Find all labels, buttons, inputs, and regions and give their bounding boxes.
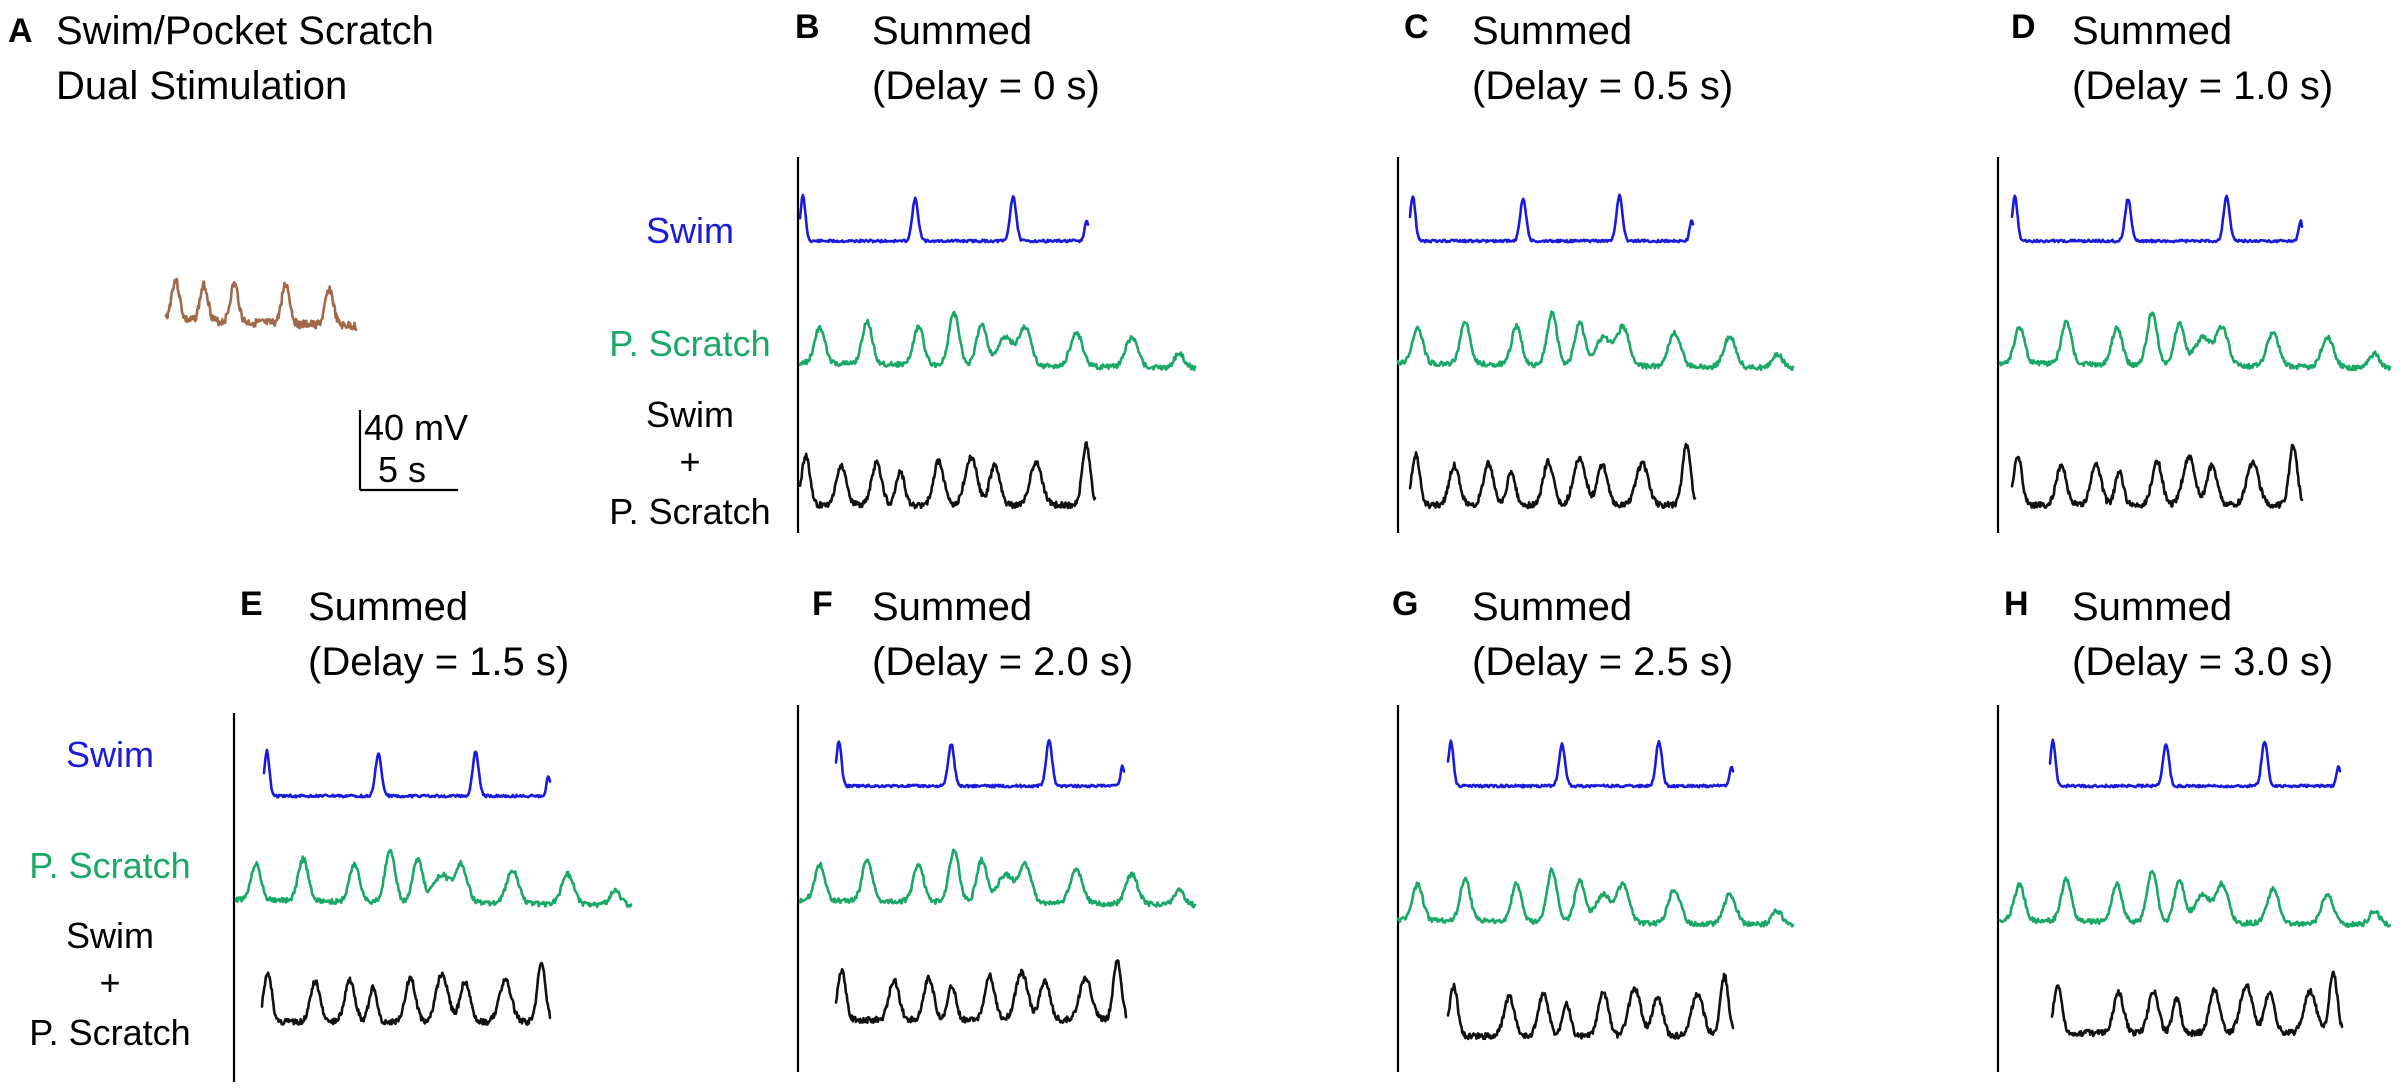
panel-e: E Summed (Delay = 1.5 s)	[232, 585, 633, 1082]
panel-d: D Summed (Delay = 1.0 s)	[1996, 8, 2392, 533]
panel-title-line2: (Delay = 3.0 s)	[2072, 640, 2333, 684]
swim-trace	[834, 738, 1126, 789]
panel-title-line2: (Delay = 1.0 s)	[2072, 64, 2333, 108]
scratch-trace	[1998, 311, 2392, 372]
scratch-label: P. Scratch	[29, 845, 190, 886]
panel-letter: H	[2004, 585, 2029, 623]
panel-h: H Summed (Delay = 3.0 s)	[1996, 585, 2392, 1072]
swim-trace	[1408, 193, 1695, 244]
panel-letter: G	[1392, 585, 1418, 623]
panel-title-line2: (Delay = 2.5 s)	[1472, 640, 1733, 684]
swim-trace	[2010, 194, 2304, 244]
summed-trace	[2050, 970, 2344, 1038]
sum-label-line1: Swim	[66, 915, 154, 956]
panel-title-line1: Summed	[2072, 585, 2232, 629]
summed-trace	[1446, 972, 1735, 1041]
panel-f: F Summed (Delay = 2.0 s)	[796, 585, 1197, 1072]
panel-a-letter: A	[8, 12, 33, 50]
scratch-trace	[1396, 867, 1795, 928]
summed-trace	[798, 441, 1097, 510]
panel-letter: E	[240, 585, 263, 623]
swim-trace	[1446, 739, 1735, 789]
summed-trace	[260, 961, 552, 1026]
scratch-trace	[1396, 310, 1795, 372]
panel-title-line2: (Delay = 1.5 s)	[308, 640, 569, 684]
sum-label-line2: +	[99, 962, 120, 1003]
panel-title-line2: (Delay = 0.5 s)	[1472, 64, 1733, 108]
scratch-label: P. Scratch	[609, 323, 770, 364]
swim-trace	[798, 193, 1090, 244]
panel-b: B Summed (Delay = 0 s)	[795, 8, 1197, 533]
panel-a: A Swim/Pocket Scratch Dual Stimulation 4…	[8, 9, 468, 492]
swim-trace	[2048, 738, 2342, 789]
panel-letter: D	[2011, 8, 2036, 46]
panel-a-title-line2: Dual Stimulation	[56, 64, 347, 108]
dual-stimulation-trace	[164, 277, 358, 331]
scratch-trace	[798, 848, 1197, 909]
panel-title-line1: Summed	[308, 585, 468, 629]
panel-letter: C	[1404, 8, 1429, 46]
panel-title-line1: Summed	[872, 585, 1032, 629]
scratch-trace	[1998, 869, 2392, 929]
panel-title-line1: Summed	[872, 9, 1032, 53]
summed-trace	[2010, 443, 2304, 509]
scale-voltage-label: 40 mV	[364, 407, 468, 448]
sum-label-line1: Swim	[646, 394, 734, 435]
summed-trace	[1408, 442, 1697, 510]
panel-c: C Summed (Delay = 0.5 s)	[1396, 8, 1795, 533]
scale-time-label: 5 s	[378, 449, 426, 490]
swim-trace	[262, 748, 552, 799]
sum-label-line2: +	[679, 441, 700, 482]
row-labels-bottom: Swim P. Scratch Swim + P. Scratch	[29, 734, 190, 1053]
summed-trace	[834, 959, 1128, 1024]
swim-label: Swim	[646, 210, 734, 251]
panel-letter: B	[795, 8, 820, 46]
panel-title-line1: Summed	[2072, 9, 2232, 53]
sum-label-line3: P. Scratch	[609, 491, 770, 532]
scratch-trace	[234, 848, 633, 909]
sum-label-line3: P. Scratch	[29, 1012, 190, 1053]
panel-title-line1: Summed	[1472, 585, 1632, 629]
panel-letter: F	[812, 585, 833, 623]
row-labels-top: Swim P. Scratch Swim + P. Scratch	[609, 210, 770, 532]
scratch-trace	[798, 310, 1197, 372]
swim-label: Swim	[66, 734, 154, 775]
panel-title-line1: Summed	[1472, 9, 1632, 53]
panel-title-line2: (Delay = 2.0 s)	[872, 640, 1133, 684]
panel-title-line2: (Delay = 0 s)	[872, 64, 1100, 108]
panel-a-title-line1: Swim/Pocket Scratch	[56, 9, 434, 53]
panel-g: G Summed (Delay = 2.5 s)	[1392, 585, 1795, 1072]
